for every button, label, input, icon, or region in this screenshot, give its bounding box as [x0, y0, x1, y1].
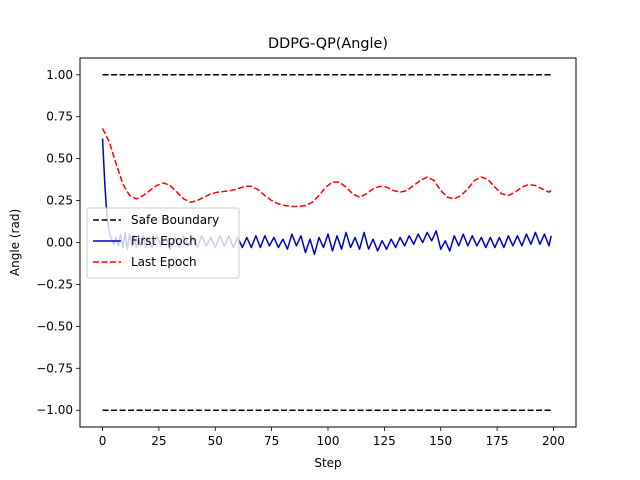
legend-box	[86, 207, 240, 279]
x-tick-label: 175	[486, 434, 509, 448]
y-tick-label: −0.25	[36, 277, 73, 291]
y-tick-label: 0.75	[46, 110, 73, 124]
x-tick-label: 0	[99, 434, 107, 448]
x-tick-label: 200	[542, 434, 565, 448]
series-line-last-epoch	[101, 128, 552, 208]
y-tick-label: 0.50	[46, 152, 73, 166]
x-tick-label: 25	[151, 434, 166, 448]
legend-label-first-epoch: First Epoch	[131, 234, 197, 248]
x-tick-label: 125	[373, 434, 396, 448]
chart-title: DDPG-QP(Angle)	[268, 36, 388, 52]
legend: Safe Boundary First Epoch Last Epoch	[86, 207, 240, 279]
x-tick-label: 50	[208, 434, 223, 448]
y-tick-label: 0.25	[46, 194, 73, 208]
x-axis-label: Step	[314, 456, 341, 470]
y-tick-label: 0.00	[46, 236, 73, 250]
y-tick-label: −0.50	[36, 319, 73, 333]
legend-label-last-epoch: Last Epoch	[131, 255, 197, 269]
y-tick-label: −0.75	[36, 361, 73, 375]
legend-label-safe-boundary: Safe Boundary	[131, 213, 219, 227]
x-tick-label: 100	[317, 434, 340, 448]
y-tick-label: −1.00	[36, 403, 73, 417]
y-tick-label: 1.00	[46, 68, 73, 82]
y-axis-label: Angle (rad)	[8, 209, 22, 276]
x-tick-label: 150	[429, 434, 452, 448]
x-tick-label: 75	[264, 434, 279, 448]
